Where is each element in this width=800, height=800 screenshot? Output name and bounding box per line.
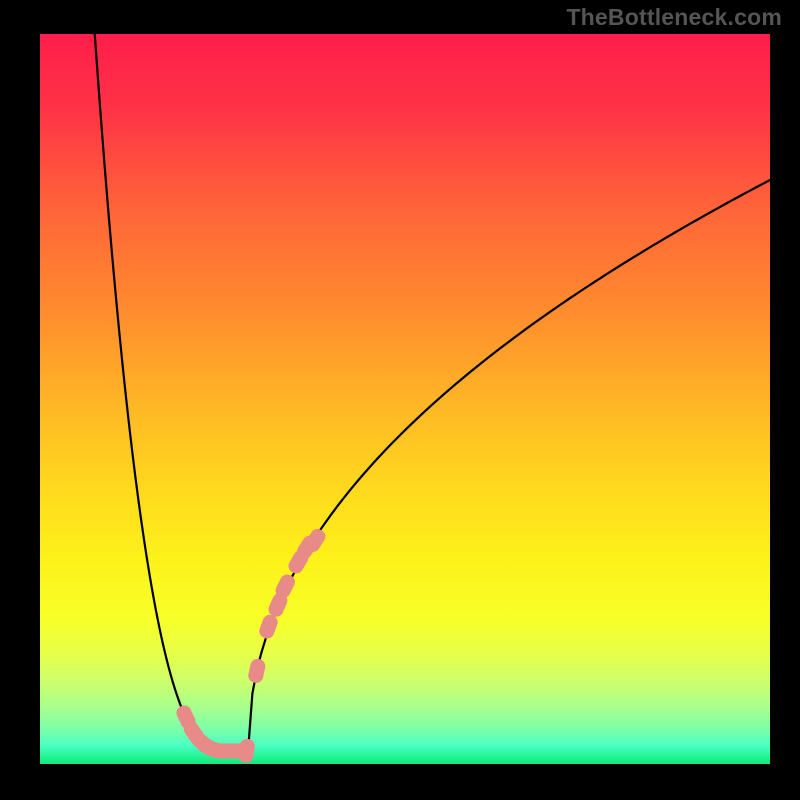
watermark-label: TheBottleneck.com (566, 4, 782, 31)
bottleneck-chart (0, 0, 800, 800)
plot-area-bg (40, 34, 770, 764)
